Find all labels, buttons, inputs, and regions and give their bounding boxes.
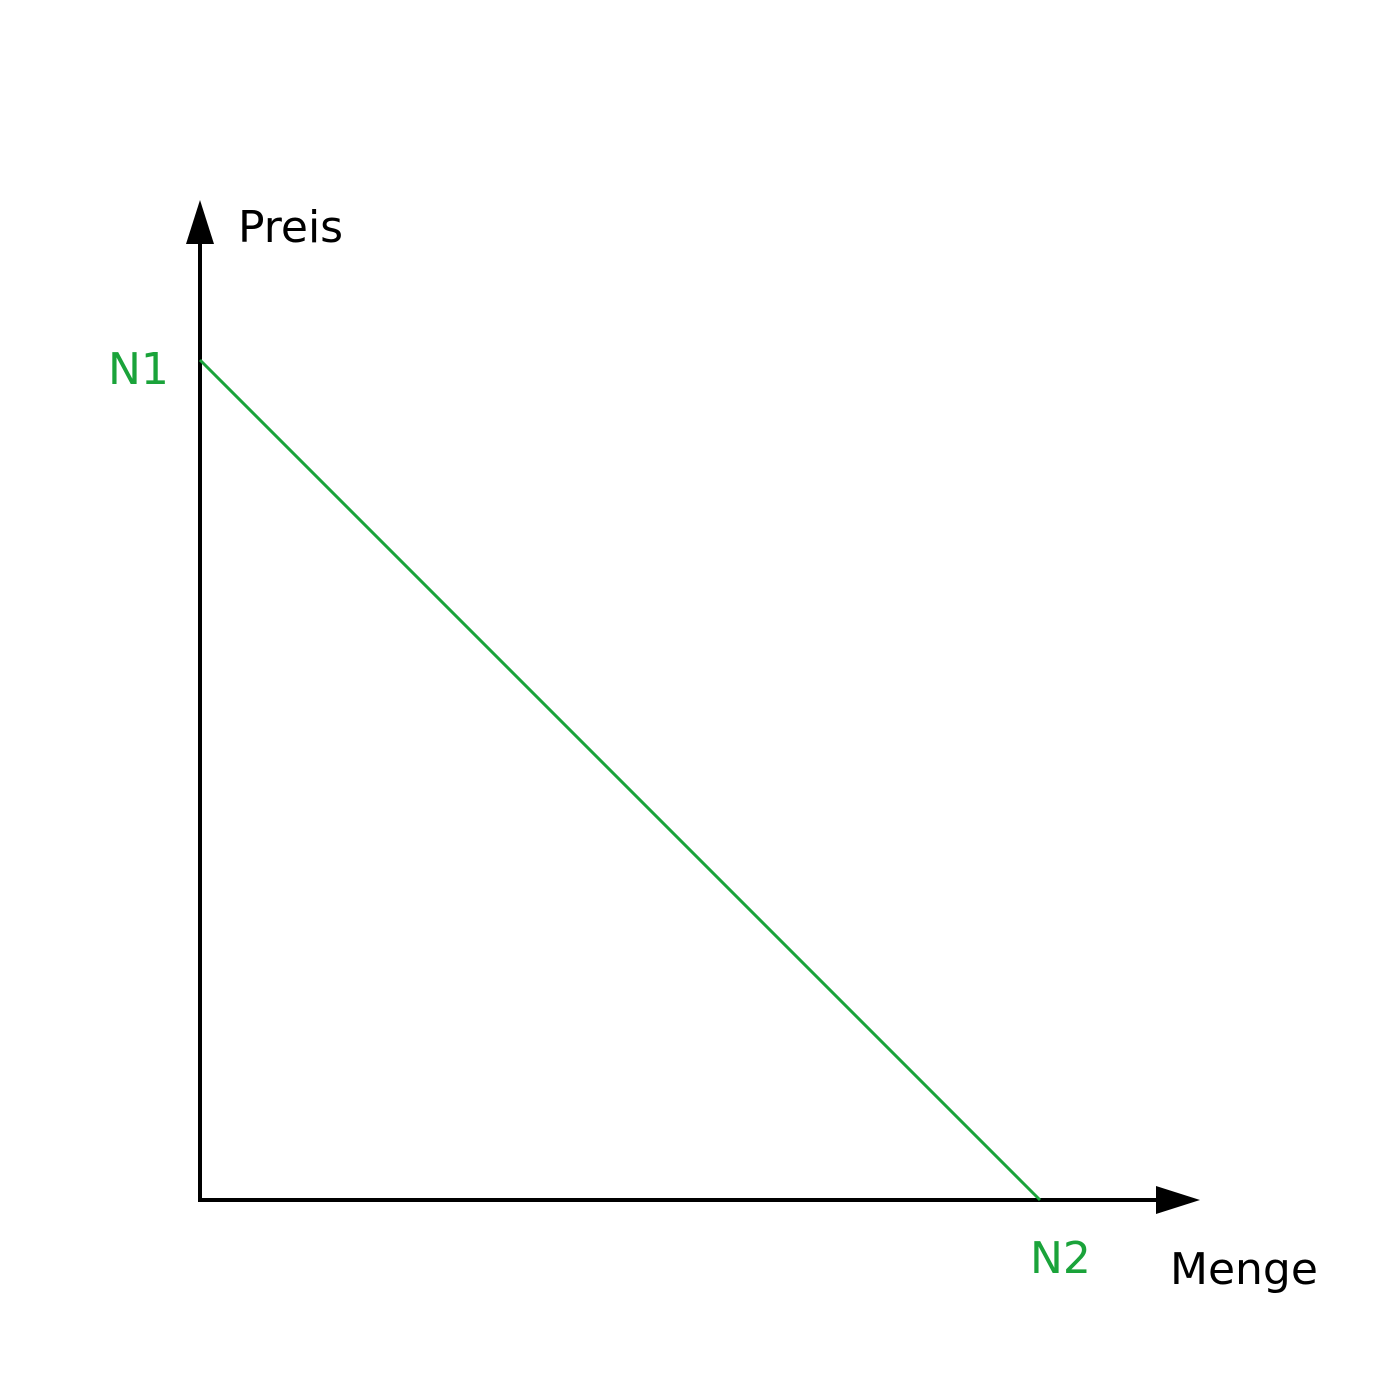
- x-intercept-label: N2: [1030, 1233, 1091, 1284]
- x-axis-arrowhead: [1156, 1186, 1200, 1214]
- y-intercept-label: N1: [108, 344, 169, 395]
- x-axis-label: Menge: [1170, 1244, 1318, 1295]
- demand-line: [198, 358, 1042, 1202]
- y-axis-label: Preis: [238, 202, 343, 253]
- y-axis-arrowhead: [186, 200, 214, 244]
